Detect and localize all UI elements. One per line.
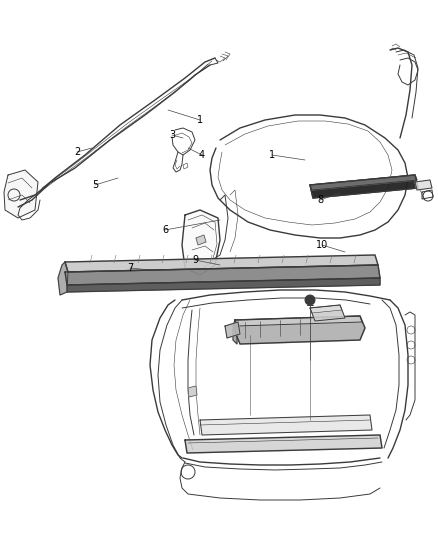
Polygon shape: [233, 320, 237, 344]
Text: 9: 9: [192, 255, 198, 265]
Polygon shape: [196, 235, 206, 245]
Polygon shape: [310, 305, 342, 313]
Polygon shape: [310, 175, 418, 198]
Polygon shape: [235, 316, 365, 344]
Polygon shape: [225, 322, 240, 338]
Text: 10: 10: [316, 240, 328, 250]
Polygon shape: [65, 265, 380, 285]
Polygon shape: [58, 262, 68, 295]
Polygon shape: [200, 415, 372, 435]
Polygon shape: [65, 255, 378, 272]
Polygon shape: [310, 305, 345, 321]
Text: 1: 1: [269, 150, 275, 160]
Text: 3: 3: [169, 130, 175, 140]
Polygon shape: [310, 175, 417, 190]
Text: 4: 4: [199, 150, 205, 160]
Polygon shape: [4, 170, 38, 218]
Text: 7: 7: [127, 263, 133, 273]
Text: 2: 2: [74, 147, 80, 157]
Polygon shape: [67, 278, 380, 292]
Polygon shape: [188, 386, 197, 397]
Text: 1: 1: [197, 115, 203, 125]
Text: 6: 6: [162, 225, 168, 235]
Text: 8: 8: [317, 195, 323, 205]
Text: 5: 5: [92, 180, 98, 190]
Polygon shape: [415, 180, 432, 190]
Polygon shape: [182, 210, 220, 275]
Polygon shape: [185, 435, 382, 453]
Polygon shape: [235, 316, 362, 326]
Circle shape: [305, 295, 315, 305]
